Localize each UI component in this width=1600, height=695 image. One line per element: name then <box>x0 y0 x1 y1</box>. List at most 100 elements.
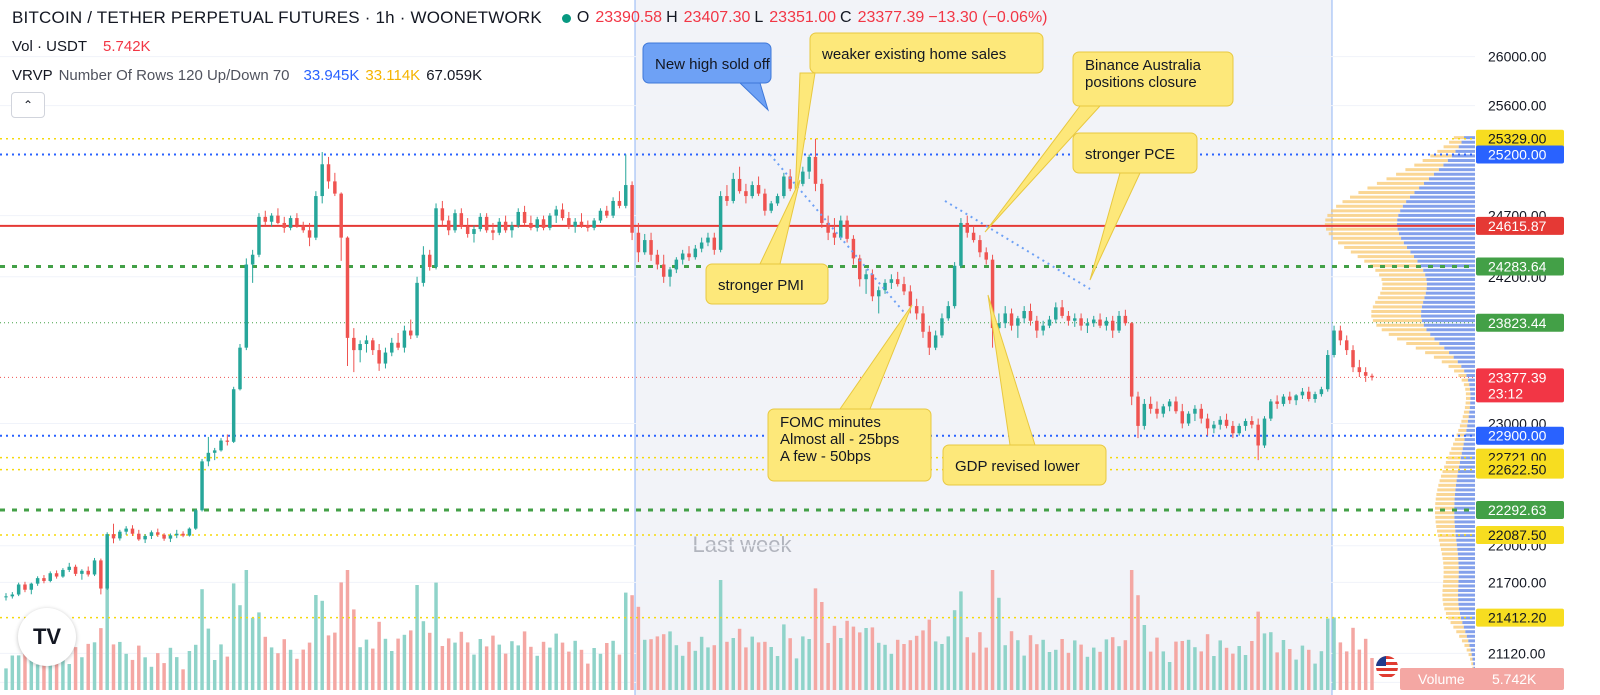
vrvp-label[interactable]: VRVP <box>12 67 53 84</box>
volume-bar <box>358 647 362 690</box>
callout-box <box>767 408 932 482</box>
volume-profile-up-bar <box>1425 273 1475 277</box>
candle-body <box>1155 408 1159 414</box>
candle-body <box>459 213 464 227</box>
callout-text: Binance Australia <box>1085 57 1202 74</box>
volume-bar <box>522 631 527 690</box>
volume-profile-down-bar <box>1386 177 1429 181</box>
axis-tick-label: 26000.00 <box>1488 49 1547 65</box>
candle-body <box>257 216 261 255</box>
volume-profile-down-bar <box>1406 342 1440 346</box>
candle-body <box>10 594 15 597</box>
volume-bar <box>649 639 653 690</box>
volume-profile-up-bar <box>1410 250 1475 254</box>
candle-body <box>314 196 318 238</box>
last-week-label: Last week <box>692 532 792 557</box>
candle-body <box>200 461 204 511</box>
volume-bar <box>415 585 419 690</box>
candle-body <box>1325 355 1330 390</box>
candle-body <box>889 279 894 283</box>
volume-profile-down-bar <box>1382 282 1427 286</box>
volume-profile-up-bar <box>1421 309 1475 313</box>
volume-profile-down-bar <box>1342 200 1407 204</box>
volume-profile-down-bar <box>1381 328 1427 332</box>
candle-body <box>1028 310 1033 321</box>
candle-body <box>282 222 286 228</box>
candle-body <box>497 221 502 233</box>
volume-bar <box>491 635 495 690</box>
candle-body <box>143 535 147 540</box>
collapse-legend-button[interactable]: ⌃ <box>11 92 45 118</box>
volume-profile-up-bar <box>1460 456 1475 460</box>
volume-bar <box>933 641 938 690</box>
volume-profile-up-bar <box>1469 410 1475 414</box>
tradingview-logo[interactable]: TV <box>18 608 76 666</box>
volume-bar <box>548 647 552 690</box>
candle-body <box>377 350 381 364</box>
candle-body <box>1224 419 1229 426</box>
volume-bar <box>99 628 103 690</box>
volume-bar <box>541 641 546 690</box>
volume-bar <box>1155 637 1159 690</box>
volume-profile-down-bar <box>1470 657 1473 661</box>
candle-body <box>61 569 65 577</box>
symbol-title[interactable]: BITCOIN / TETHER PERPETUAL FUTURES · 1h … <box>12 8 542 27</box>
volume-profile-up-bar <box>1455 149 1475 153</box>
volume-bar <box>1243 655 1248 690</box>
volume-profile-down-bar <box>1332 236 1402 240</box>
volume-profile-up-bar <box>1463 442 1475 446</box>
volume-bar <box>478 639 483 690</box>
volume-profile-down-bar <box>1437 149 1456 153</box>
volume-profile-down-bar <box>1464 406 1470 410</box>
candle-body <box>440 208 445 221</box>
price-level-label: 22622.50 <box>1488 462 1547 478</box>
candle-body <box>1016 318 1020 326</box>
volume-profile-up-bar <box>1454 520 1475 524</box>
callout-text: A few - 50bps <box>780 448 871 465</box>
candle-body <box>491 230 495 233</box>
candle-body <box>1129 323 1134 397</box>
volume-bar <box>35 664 40 690</box>
volume-profile-down-bar <box>1458 374 1467 378</box>
volume-bar <box>1123 640 1128 690</box>
volume-bar <box>434 582 438 690</box>
volume-label[interactable]: Vol · USDT <box>12 38 88 55</box>
volume-bar <box>794 658 799 690</box>
candle-body <box>851 238 856 259</box>
volume-bar <box>946 636 951 690</box>
volume-profile-up-bar <box>1458 570 1475 574</box>
volume-profile-up-bar <box>1419 186 1475 190</box>
volume-bar <box>598 653 603 690</box>
volume-bar <box>712 645 717 690</box>
volume-profile-down-bar <box>1456 630 1466 634</box>
candle-body <box>1212 424 1216 429</box>
candle-body <box>86 570 90 575</box>
candle-body <box>763 193 767 211</box>
candle-body <box>997 323 1001 329</box>
volume-profile-up-bar <box>1401 236 1475 240</box>
volume-bar <box>586 663 590 690</box>
volume-bar <box>661 634 666 690</box>
us-flag-icon[interactable] <box>1376 656 1398 678</box>
candle-body <box>820 183 824 223</box>
candle-body <box>4 596 8 598</box>
volume-bar <box>1129 570 1134 690</box>
volume-profile-down-bar <box>1443 561 1459 565</box>
candle-body <box>782 176 786 197</box>
volume-bar <box>143 657 147 690</box>
volume-profile-up-bar <box>1468 415 1475 419</box>
volume-bar <box>1344 651 1349 690</box>
candle-body <box>358 343 362 351</box>
candle-body <box>80 570 84 574</box>
candle-body <box>510 225 514 231</box>
volume-profile-down-bar <box>1442 598 1459 602</box>
volume-profile-up-bar <box>1423 323 1475 327</box>
candle-body <box>750 185 754 197</box>
candle-body <box>1250 421 1254 425</box>
volume-profile-down-bar <box>1344 245 1407 249</box>
candle-body <box>206 452 211 462</box>
candle-body <box>402 330 407 348</box>
candle-body <box>339 193 343 238</box>
candle-body <box>858 258 862 280</box>
